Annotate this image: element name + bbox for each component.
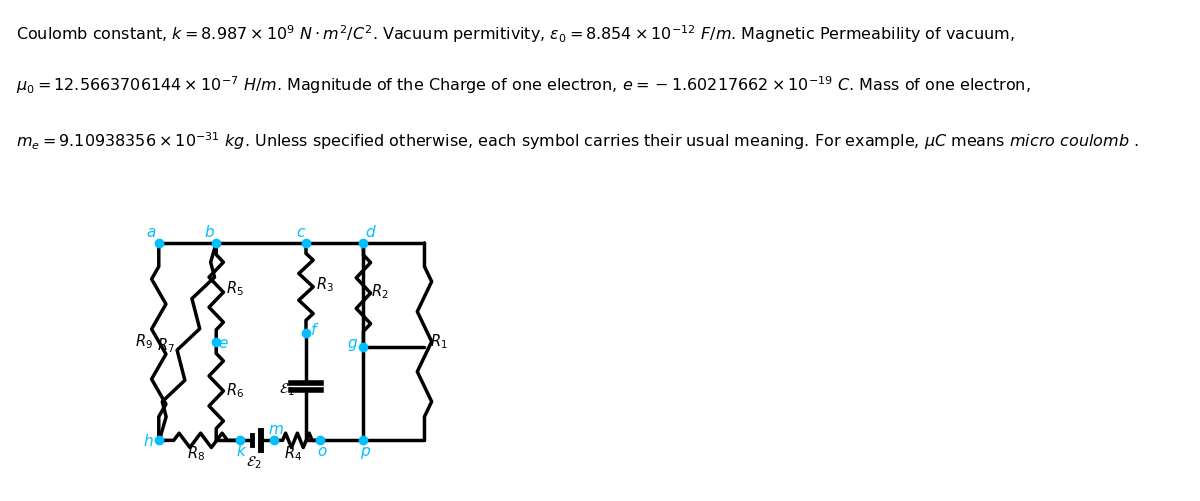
Text: $R_2$: $R_2$ [371,282,389,301]
Text: p: p [360,444,370,459]
Text: m: m [268,422,283,437]
Text: k: k [236,444,246,459]
Text: d: d [365,225,374,240]
Text: o: o [318,444,326,459]
Text: f: f [311,323,317,338]
Text: g: g [348,336,358,351]
Text: a: a [146,225,156,240]
Text: $\mathcal{E}_1$: $\mathcal{E}_1$ [280,382,295,398]
Text: $R_5$: $R_5$ [227,279,244,298]
Text: $\mu_0 = 12.5663706144 \times 10^{-7} \ H/m$. Magnitude of the Charge of one ele: $\mu_0 = 12.5663706144 \times 10^{-7} \ … [16,74,1030,96]
Text: $\mathcal{E}_2$: $\mathcal{E}_2$ [246,454,262,471]
Text: b: b [204,225,214,240]
Text: $R_3$: $R_3$ [316,275,334,294]
Text: $m_e = 9.10938356 \times 10^{-31} \ kg$. Unless specified otherwise, each symbol: $m_e = 9.10938356 \times 10^{-31} \ kg$.… [16,130,1139,152]
Text: $R_9$: $R_9$ [136,332,154,351]
Text: $R_1$: $R_1$ [430,332,448,351]
Text: $R_8$: $R_8$ [187,444,205,463]
Text: c: c [296,225,305,240]
Text: $R_4$: $R_4$ [284,444,302,463]
Text: h: h [143,433,152,448]
Text: e: e [218,336,228,351]
Text: Coulomb constant, $k = 8.987 \times 10^9 \ N \cdot m^2/C^2$. Vacuum permitivity,: Coulomb constant, $k = 8.987 \times 10^9… [16,23,1014,45]
Text: $R_7$: $R_7$ [157,336,175,355]
Text: $R_6$: $R_6$ [227,382,245,400]
